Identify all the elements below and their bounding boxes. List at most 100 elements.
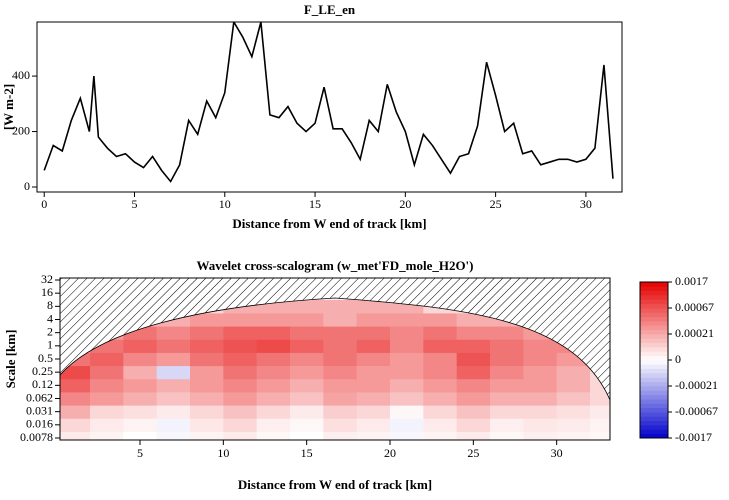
heat-cell: [256, 405, 291, 419]
heat-cell: [356, 326, 391, 340]
colorbar-swatch: [640, 282, 668, 287]
heat-cell: [556, 378, 591, 393]
heat-cell: [456, 418, 491, 432]
heat-cell: [290, 339, 324, 353]
heat-cell: [323, 339, 358, 353]
heat-cell: [423, 391, 458, 406]
line: [43, 22, 614, 183]
heat-cell: [490, 391, 524, 406]
heat-cell: [323, 365, 358, 380]
heat-cell: [190, 391, 224, 406]
heat-cell: [123, 391, 158, 406]
y-tick-label: 0.031: [26, 403, 53, 417]
heat-cell: [60, 431, 91, 440]
colorbar-swatch: [640, 295, 668, 300]
colorbar-swatch: [640, 308, 668, 313]
heat-cell: [390, 378, 424, 393]
heat-cell: [290, 326, 324, 340]
heat-cell: [523, 352, 558, 367]
heat-cell: [156, 352, 191, 367]
heat-cell: [256, 431, 291, 440]
heat-cell: [390, 326, 424, 340]
y-tick-label: 200: [12, 123, 30, 137]
y-tick-label: 1: [47, 338, 53, 352]
heat-cell: [190, 431, 224, 440]
colorbar-swatch: [640, 316, 668, 322]
colorbar-swatch: [640, 364, 668, 370]
heat-cell: [356, 352, 391, 367]
heat-cell: [390, 312, 424, 327]
heat-cell: [356, 339, 391, 353]
heat-cell: [423, 405, 458, 419]
colorbar-tick-label: 0.0017: [675, 274, 708, 288]
heat-cell: [223, 312, 258, 327]
heat-cell: [523, 431, 558, 440]
heat-cell: [490, 405, 524, 419]
colorbar-swatch: [640, 386, 668, 391]
colorbar-swatch: [640, 342, 668, 348]
heat-cell: [456, 391, 491, 406]
heat-cell: [490, 352, 524, 367]
heat-cell: [60, 365, 91, 380]
colorbar-swatch: [640, 412, 668, 417]
heat-cell: [290, 418, 324, 432]
heat-cell: [90, 391, 124, 406]
colorbar-swatch: [640, 368, 668, 374]
colorbar-tick-label: -0.0017: [675, 430, 712, 444]
colorbar-swatch: [640, 299, 668, 305]
heat-cell: [590, 431, 610, 440]
plot-frame: [59, 277, 611, 441]
heat-cell: [323, 418, 358, 432]
heat-cell: [490, 339, 524, 353]
x-tick-label: 30: [580, 197, 592, 211]
heat-cell: [390, 339, 424, 353]
colorbar-swatch: [640, 334, 668, 339]
x-axis-label: Distance from W end of track [km]: [238, 477, 432, 492]
heat-cell: [590, 405, 610, 419]
heat-cell: [356, 431, 391, 440]
y-tick-label: 16: [41, 285, 53, 299]
heat-cell: [423, 326, 458, 340]
heat-cell: [156, 418, 191, 432]
colorbar-swatch: [640, 325, 668, 331]
colorbar-swatch: [640, 416, 668, 422]
heat-cell: [290, 431, 324, 440]
heat-cell: [423, 312, 458, 327]
line-panel: 0 5 10 15 20 25 30 0 200 400: [12, 22, 614, 211]
heat-cell: [60, 418, 91, 432]
colorbar-swatch: [640, 390, 668, 396]
y-tick-label: 32: [41, 272, 53, 286]
heat-cell: [223, 418, 258, 432]
colorbar-swatch: [640, 290, 668, 296]
y-tick-label: 0.0078: [20, 430, 53, 444]
colorbar-tick-label: -0.00067: [675, 404, 718, 418]
heat-cell: [423, 339, 458, 353]
heat-cell: [390, 365, 424, 380]
heat-cell: [190, 312, 224, 327]
frames: F_LE_en Distance from W end of track [km]…: [1, 2, 718, 492]
heat-cell: [423, 431, 458, 440]
colorbar-swatch: [640, 338, 668, 344]
heat-cell: [523, 405, 558, 419]
heat-cell: [156, 391, 191, 406]
y-tick-label: 2: [47, 324, 53, 338]
y-tick-label: 0: [24, 179, 30, 193]
heat-cell: [90, 431, 124, 440]
colorbar-swatch: [640, 403, 668, 409]
x-tick-label: 25: [490, 197, 502, 211]
heat-cell: [323, 378, 358, 393]
heat-cell: [590, 418, 610, 432]
heat-cell: [223, 391, 258, 406]
heat-cell: [60, 405, 91, 419]
heat-cell: [490, 431, 524, 440]
heat-cell: [256, 312, 291, 327]
heat-cell: [290, 391, 324, 406]
heat-cell: [223, 352, 258, 367]
heat-cell: [223, 365, 258, 380]
x-tick-label: 5: [137, 446, 143, 460]
heat-cell: [423, 418, 458, 432]
heat-cell: [290, 378, 324, 393]
heat-cell: [323, 405, 358, 419]
heat-cell: [356, 312, 391, 327]
